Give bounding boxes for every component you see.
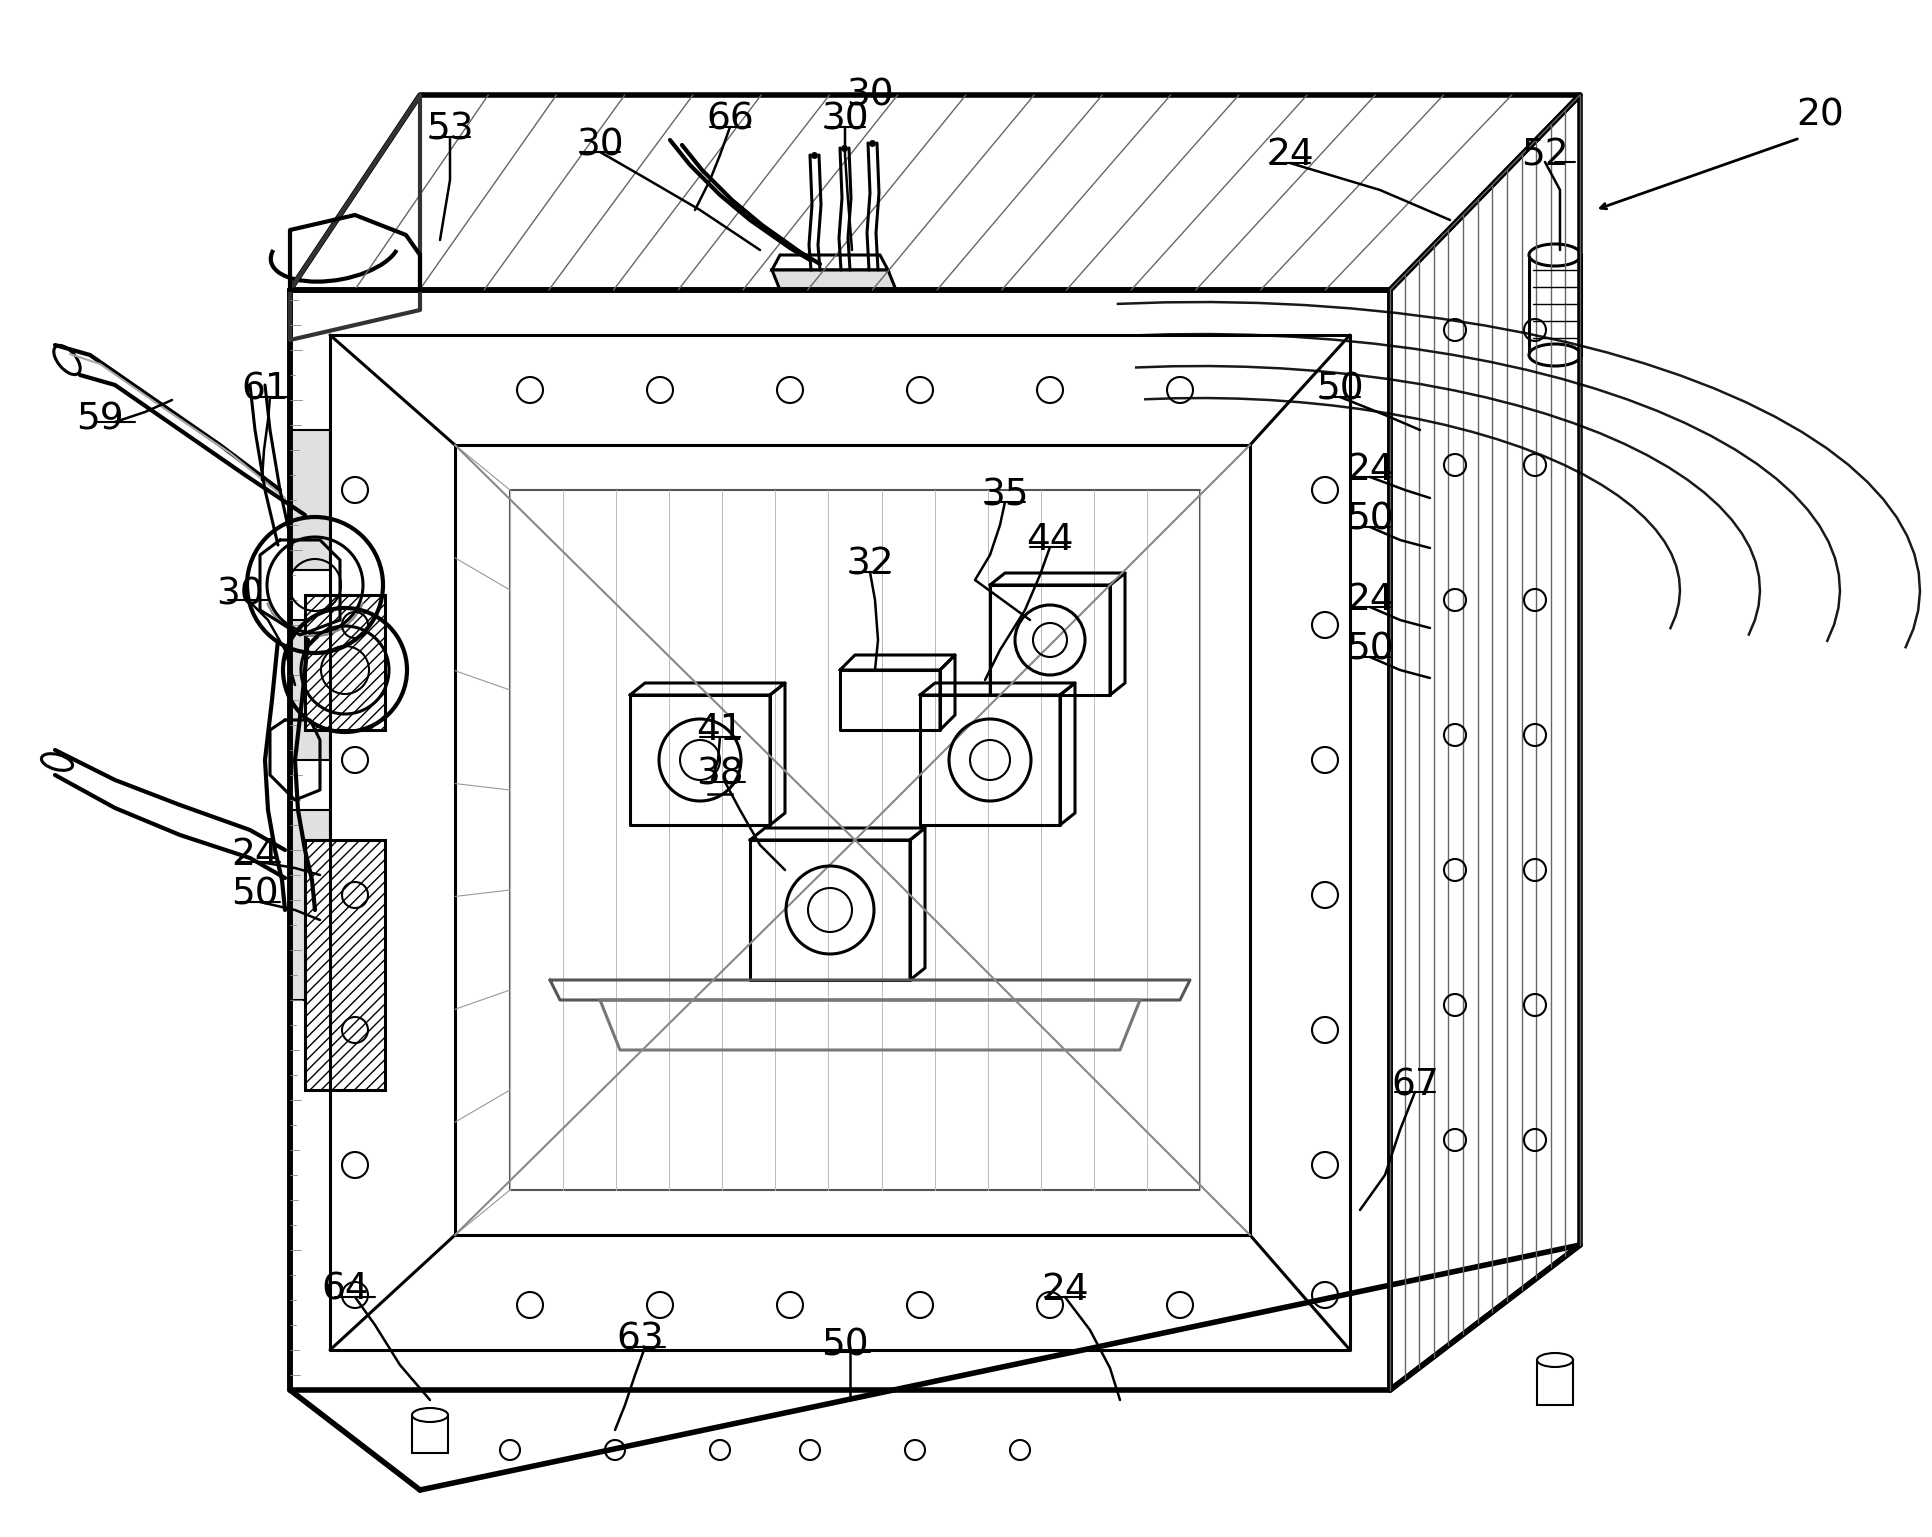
Text: 30: 30	[846, 77, 893, 114]
Polygon shape	[290, 430, 330, 570]
Text: 32: 32	[846, 547, 893, 583]
Text: 50: 50	[821, 1326, 867, 1363]
Text: 30: 30	[821, 101, 867, 138]
Text: 20: 20	[1795, 97, 1843, 134]
Text: 24: 24	[1041, 1273, 1088, 1308]
Polygon shape	[290, 619, 330, 759]
Ellipse shape	[412, 1408, 448, 1422]
Polygon shape	[305, 841, 384, 1090]
Text: 50: 50	[1345, 503, 1393, 538]
Text: 24: 24	[1265, 137, 1314, 174]
Polygon shape	[1536, 1360, 1573, 1405]
Ellipse shape	[1528, 344, 1580, 366]
Text: 50: 50	[1345, 632, 1393, 669]
Text: 64: 64	[321, 1273, 369, 1308]
Text: 67: 67	[1391, 1067, 1437, 1104]
Polygon shape	[305, 595, 384, 730]
Text: 41: 41	[696, 712, 744, 749]
Text: 24: 24	[232, 838, 278, 873]
Ellipse shape	[54, 346, 79, 375]
Text: 38: 38	[696, 758, 744, 793]
Polygon shape	[771, 255, 887, 271]
Polygon shape	[1528, 255, 1580, 355]
Ellipse shape	[41, 753, 73, 770]
Ellipse shape	[1528, 244, 1580, 266]
Text: 63: 63	[616, 1322, 663, 1359]
Text: 24: 24	[1345, 452, 1393, 489]
Text: 30: 30	[216, 576, 263, 613]
Text: 52: 52	[1520, 137, 1569, 174]
Text: 50: 50	[232, 878, 278, 913]
Text: 44: 44	[1026, 523, 1072, 558]
Text: 35: 35	[981, 476, 1028, 513]
Text: 66: 66	[705, 101, 753, 138]
Polygon shape	[290, 810, 330, 1001]
Polygon shape	[771, 271, 896, 290]
Text: 53: 53	[427, 112, 473, 148]
Ellipse shape	[1536, 1353, 1573, 1366]
Text: 59: 59	[75, 403, 124, 438]
Text: 30: 30	[576, 128, 624, 163]
Text: 61: 61	[242, 372, 288, 407]
Text: 24: 24	[1345, 583, 1393, 618]
Polygon shape	[412, 1416, 448, 1452]
Text: 50: 50	[1316, 372, 1364, 407]
